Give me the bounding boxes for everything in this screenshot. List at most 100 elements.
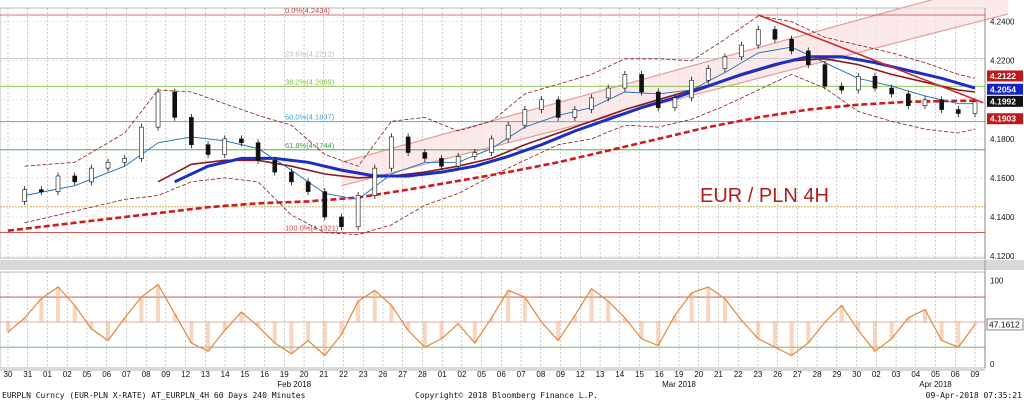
day-tick-label: 27 xyxy=(793,370,802,379)
day-tick-label: 22 xyxy=(734,370,743,379)
bollinger-upper xyxy=(24,15,976,167)
day-tick-label: 31 xyxy=(23,370,32,379)
sma-slow-line xyxy=(7,99,975,232)
candle-body xyxy=(405,136,411,153)
price-tag-label: 4.1903 xyxy=(990,114,1016,124)
candle-body xyxy=(22,189,27,202)
candle-body xyxy=(422,152,428,159)
candle-body xyxy=(305,181,311,192)
price-tick-label: 4.1400 xyxy=(990,213,1015,222)
bollinger-lower xyxy=(24,73,976,236)
day-tick-label: 09 xyxy=(161,370,170,379)
day-tick-label: 02 xyxy=(457,370,466,379)
day-tick-label: 07 xyxy=(517,370,526,379)
day-tick-label: 21 xyxy=(319,370,328,379)
day-tick-label: 06 xyxy=(497,370,506,379)
day-tick-label: 16 xyxy=(655,370,664,379)
day-tick-label: 14 xyxy=(221,370,230,379)
fib-level-label: 50.0%(4.1837) xyxy=(285,113,335,122)
month-tick-label: Mar 2018 xyxy=(662,380,696,389)
candle-body xyxy=(505,124,511,140)
candle-body xyxy=(105,161,111,169)
candle-body xyxy=(389,136,394,169)
candle-body xyxy=(705,68,711,81)
day-tick-label: 30 xyxy=(4,370,13,379)
day-tick-label: 05 xyxy=(477,370,486,379)
day-tick-label: 14 xyxy=(615,370,624,379)
osc-tick-label: 100 xyxy=(990,276,1004,285)
day-tick-label: 15 xyxy=(635,370,644,379)
day-tick-label: 13 xyxy=(596,370,605,379)
price-tag-box xyxy=(987,95,1023,107)
price-tag-label: 4.1992 xyxy=(990,96,1016,106)
candle-body xyxy=(822,64,828,87)
pane-separator xyxy=(0,260,1024,270)
candle-body xyxy=(672,97,678,108)
candle-body xyxy=(222,138,228,155)
candle-body xyxy=(139,126,144,159)
candle-body xyxy=(605,87,611,99)
day-tick-label: 29 xyxy=(832,370,841,379)
candle-body xyxy=(355,195,361,228)
candle-body xyxy=(339,216,344,228)
day-tick-label: 12 xyxy=(576,370,585,379)
candle-body xyxy=(872,76,878,89)
price-tick-label: 4.2200 xyxy=(990,57,1015,66)
price-tag-box xyxy=(987,113,1023,125)
candle-body xyxy=(805,50,811,65)
chart-title: EUR / PLN 4H xyxy=(700,185,829,207)
day-tick-label: 27 xyxy=(398,370,407,379)
day-tick-label: 28 xyxy=(418,370,427,379)
oscillator-pane xyxy=(0,283,985,357)
candle-body xyxy=(639,74,644,93)
candle-body xyxy=(255,142,261,161)
candle-body xyxy=(239,138,244,144)
osc-tag-label: 47.1612 xyxy=(989,319,1020,329)
candle-body xyxy=(722,56,728,69)
candle-body xyxy=(489,138,494,153)
candle-body xyxy=(205,144,211,155)
day-tick-label: 21 xyxy=(714,370,723,379)
footer-source: EURPLN Curncy (EUR-PLN X-RATE) AT_EURPLN… xyxy=(2,391,306,400)
day-tick-label: 05 xyxy=(82,370,91,379)
candle-body xyxy=(555,99,561,118)
footer-timestamp: 09-Apr-2018 07:35:21 xyxy=(925,391,1022,400)
month-tick-label: Apr 2018 xyxy=(919,380,952,389)
day-tick-label: 26 xyxy=(773,370,782,379)
candle-body xyxy=(906,93,911,106)
oscillator-line xyxy=(7,283,976,357)
footer-copyright: Copyright© 2018 Bloomberg Finance L.P. xyxy=(415,391,599,400)
trend-channel-line xyxy=(341,0,934,163)
day-tick-label: 19 xyxy=(280,370,289,379)
osc-tag-box xyxy=(986,318,1024,331)
day-tick-label: 07 xyxy=(122,370,131,379)
day-tick-label: 02 xyxy=(63,370,72,379)
footer: EURPLN Curncy (EUR-PLN X-RATE) AT_EURPLN… xyxy=(0,391,1024,401)
fib-level-label: 23.6%(4.2212) xyxy=(285,49,335,58)
day-tick-label: 13 xyxy=(201,370,210,379)
candle-body xyxy=(472,152,478,157)
day-tick-label: 01 xyxy=(43,370,52,379)
candle-body xyxy=(372,167,378,196)
price-tag-label: 4.2054 xyxy=(990,84,1016,94)
candle-body xyxy=(122,158,128,163)
fib-level-label: 0.0%(4.2434) xyxy=(285,6,331,15)
day-tick-label: 16 xyxy=(260,370,269,379)
sma-mid-line xyxy=(157,57,976,183)
candle-body xyxy=(755,29,761,46)
candle-body xyxy=(572,109,578,118)
day-tick-label: 06 xyxy=(951,370,960,379)
day-tick-label: 15 xyxy=(240,370,249,379)
price-tag-box xyxy=(987,83,1023,95)
candle-body xyxy=(72,175,77,183)
candle-body xyxy=(39,189,44,192)
candle-body xyxy=(789,38,794,52)
candle-body xyxy=(522,109,528,126)
price-tag-box xyxy=(987,70,1023,82)
day-tick-label: 26 xyxy=(379,370,388,379)
day-tick-label: 23 xyxy=(359,370,368,379)
candle-body xyxy=(539,99,544,110)
day-tick-label: 09 xyxy=(971,370,980,379)
day-tick-label: 12 xyxy=(181,370,190,379)
